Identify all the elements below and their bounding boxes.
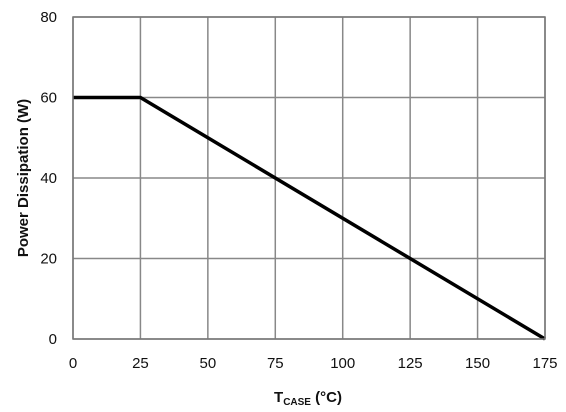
series-line-0 bbox=[73, 95, 546, 341]
x-axis-title: TCASE (°C) bbox=[274, 389, 342, 408]
y-tick-label-80: 80 bbox=[40, 9, 57, 26]
x-tick-label-125: 125 bbox=[398, 355, 423, 372]
y-tick-label-40: 40 bbox=[40, 170, 57, 187]
grid bbox=[72, 16, 546, 340]
y-tick-labels: 0 20 40 60 80 bbox=[40, 9, 57, 348]
x-tick-label-75: 75 bbox=[267, 355, 284, 372]
x-axis-title-unit: (°C) bbox=[311, 389, 342, 406]
x-tick-label-150: 150 bbox=[465, 355, 490, 372]
x-axis-title-subscript: CASE bbox=[283, 397, 311, 408]
x-tick-label-25: 25 bbox=[132, 355, 149, 372]
y-tick-label-0: 0 bbox=[49, 331, 57, 348]
x-tick-label-0: 0 bbox=[69, 355, 77, 372]
x-tick-label-100: 100 bbox=[330, 355, 355, 372]
y-axis-title: Power Dissipation (W) bbox=[15, 99, 32, 257]
y-tick-label-60: 60 bbox=[40, 90, 57, 107]
x-tick-labels: 0 25 50 75 100 125 150 175 bbox=[69, 355, 558, 372]
x-tick-label-50: 50 bbox=[200, 355, 217, 372]
series-layer bbox=[73, 95, 546, 341]
x-tick-label-175: 175 bbox=[532, 355, 557, 372]
plot-frame bbox=[72, 16, 546, 340]
x-axis-title-main: T bbox=[274, 389, 283, 406]
y-tick-label-20: 20 bbox=[40, 251, 57, 268]
